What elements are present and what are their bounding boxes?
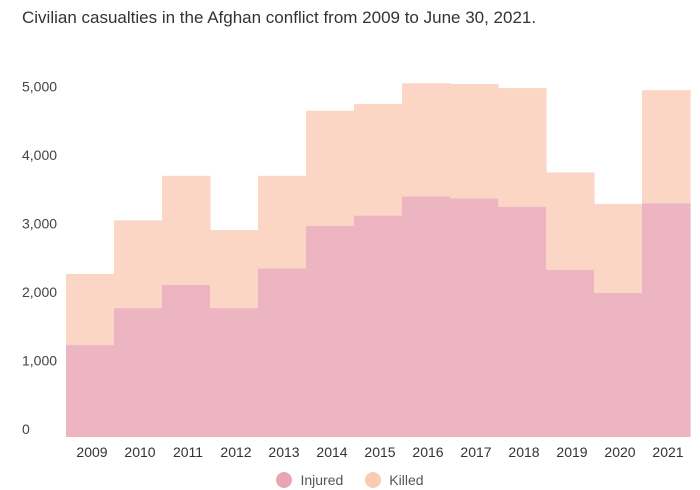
bar-killed-2018[interactable] [498, 88, 547, 207]
killed-swatch-icon [365, 472, 382, 488]
x-tick-label: 2019 [556, 444, 587, 460]
bar-injured-2020[interactable] [594, 293, 643, 437]
x-tick-label: 2016 [412, 444, 443, 460]
bar-injured-2009[interactable] [66, 345, 115, 437]
bar-killed-2016[interactable] [402, 83, 451, 197]
y-axis: 0 1,000 2,000 3,000 4,000 5,000 [22, 78, 57, 437]
bar-injured-2021[interactable] [642, 203, 691, 437]
x-tick-label: 2009 [76, 444, 107, 460]
x-tick-label: 2010 [124, 444, 155, 460]
x-tick-label: 2017 [460, 444, 491, 460]
bar-killed-2010[interactable] [114, 220, 163, 309]
injured-swatch-icon [276, 472, 293, 488]
y-tick-label: 5,000 [22, 78, 57, 94]
bar-injured-2015[interactable] [354, 215, 403, 437]
bar-killed-2013[interactable] [258, 175, 307, 269]
y-tick-label: 3,000 [22, 215, 57, 231]
bar-killed-2009[interactable] [66, 273, 115, 346]
bar-killed-2012[interactable] [210, 229, 259, 309]
x-tick-label: 2015 [364, 444, 395, 460]
legend-item-injured[interactable]: Injured [276, 472, 343, 488]
y-tick-label: 1,000 [22, 352, 57, 368]
x-tick-label: 2012 [220, 444, 251, 460]
y-tick-label: 4,000 [22, 147, 57, 163]
bar-injured-2013[interactable] [258, 268, 307, 437]
bar-killed-2019[interactable] [546, 172, 595, 270]
x-axis: 2009 2010 2011 2012 2013 2014 2015 2016 2017 2018… [76, 444, 683, 460]
bar-injured-2011[interactable] [162, 284, 211, 437]
bar-killed-2015[interactable] [354, 103, 403, 216]
bar-injured-2018[interactable] [498, 206, 547, 437]
bar-killed-2014[interactable] [306, 110, 355, 226]
bar-killed-2017[interactable] [450, 83, 499, 199]
x-tick-label: 2020 [604, 444, 635, 460]
bar-injured-2019[interactable] [546, 269, 595, 437]
x-tick-label: 2021 [652, 444, 683, 460]
x-tick-label: 2011 [173, 444, 203, 460]
x-tick-label: 2014 [316, 444, 347, 460]
bar-injured-2012[interactable] [210, 308, 259, 437]
bars-layer [66, 83, 691, 437]
bar-killed-2011[interactable] [162, 175, 211, 285]
x-tick-label: 2018 [508, 444, 539, 460]
legend-label-killed: Killed [389, 472, 424, 488]
bar-killed-2021[interactable] [642, 90, 691, 204]
bar-injured-2017[interactable] [450, 198, 499, 437]
chart-title: Civilian casualties in the Afghan confli… [22, 8, 537, 27]
y-tick-label: 2,000 [22, 284, 57, 300]
legend-item-killed[interactable]: Killed [365, 472, 424, 488]
bar-injured-2014[interactable] [306, 225, 355, 437]
x-tick-label: 2013 [268, 444, 299, 460]
bar-killed-2020[interactable] [594, 203, 643, 294]
legend-label-injured: Injured [300, 472, 344, 488]
bar-injured-2010[interactable] [114, 308, 163, 437]
legend: Injured Killed [0, 470, 700, 490]
bar-injured-2016[interactable] [402, 196, 451, 437]
y-tick-label: 0 [22, 421, 30, 437]
